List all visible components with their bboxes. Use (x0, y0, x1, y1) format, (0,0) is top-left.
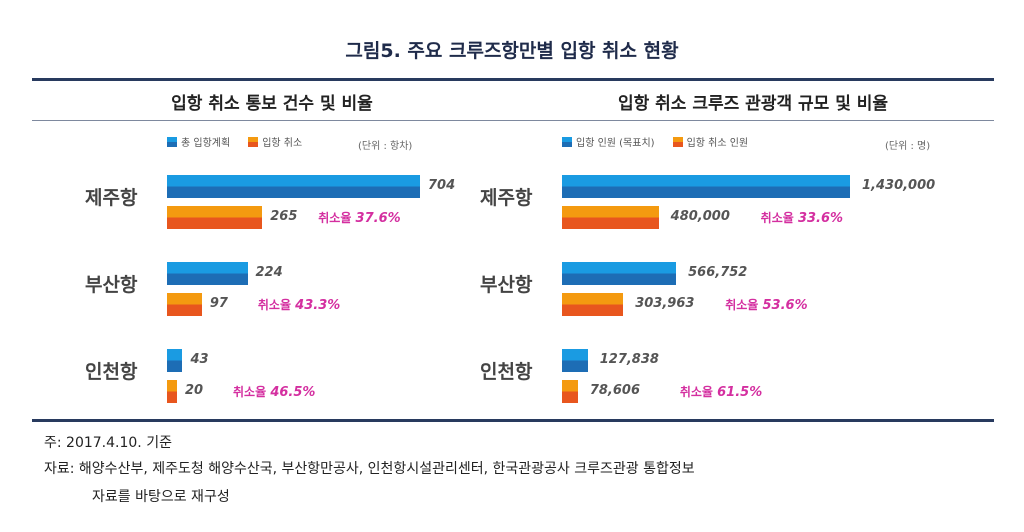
bar-cancel (562, 293, 624, 316)
legend-swatch (248, 136, 259, 147)
bar-total (562, 175, 850, 198)
category-label: 제주항 (480, 187, 533, 209)
note-source: 자료: 해양수산부, 제주도청 해양수산국, 부산항만공사, 인천항시설관리센터… (44, 461, 695, 477)
rate-value: 37.6% (355, 211, 401, 226)
unit-label: (단위 : 명) (885, 141, 931, 152)
rate-prefix: 취소율 (233, 385, 267, 399)
cancel-rate: 취소율 37.6% (318, 209, 400, 226)
legend-swatch (167, 136, 177, 147)
rate-value: 61.5% (717, 385, 763, 400)
cancel-rate: 취소율 61.5% (680, 383, 762, 400)
note-date: 주: 2017.4.10. 기준 (44, 435, 172, 451)
value-label: 20 (185, 383, 204, 398)
category-label: 인천항 (85, 361, 138, 383)
rate-prefix: 취소율 (725, 298, 759, 312)
rate-prefix: 취소율 (760, 211, 794, 225)
bar-cancel (167, 293, 202, 316)
category-label: 부산항 (480, 274, 533, 296)
value-label: 303,963 (635, 296, 695, 311)
rate-value: 43.3% (295, 298, 341, 313)
cancel-rate: 취소율 53.6% (725, 296, 807, 313)
category-label: 인천항 (480, 361, 533, 383)
rate-value: 46.5% (270, 385, 316, 400)
legend-swatch (562, 136, 572, 147)
cancel-rate: 취소율 46.5% (233, 383, 315, 400)
value-label: 566,752 (688, 265, 748, 280)
sub-rule (32, 120, 994, 121)
top-rule (32, 78, 994, 81)
bottom-rule (32, 419, 994, 422)
value-label: 265 (270, 209, 298, 224)
bar-cancel (167, 380, 177, 403)
legend: 입항 인원 (목표치) 입항 취소 인원 (562, 134, 762, 149)
rate-prefix: 취소율 (318, 211, 352, 225)
bar-total (562, 349, 588, 372)
rate-prefix: 취소율 (679, 385, 713, 399)
bar-cancel (562, 380, 578, 403)
value-label: 480,000 (670, 209, 730, 224)
bar-total (167, 175, 420, 198)
unit-label: (단위 : 항차) (358, 141, 413, 152)
legend: 총 입항계획 입항 취소 (167, 134, 316, 149)
rate-value: 33.6% (797, 211, 844, 226)
figure-title: 그림5. 주요 크루즈항만별 입항 취소 현황 (345, 40, 679, 62)
note-source-cont: 자료를 바탕으로 재구성 (92, 489, 230, 505)
chart-title: 입항 취소 통보 건수 및 비율 (171, 94, 373, 114)
category-label: 제주항 (85, 187, 138, 209)
category-label: 부산항 (85, 274, 138, 296)
legend-label: 입항 인원 (목표치) (576, 138, 655, 149)
bar-total (167, 349, 183, 372)
legend-label: 입항 취소 인원 (686, 138, 749, 149)
rate-value: 53.6% (762, 298, 808, 313)
cancel-rate: 취소율 43.3% (258, 296, 340, 313)
rate-prefix: 취소율 (257, 298, 291, 312)
bar-cancel (562, 206, 659, 229)
chart-title: 입항 취소 크루즈 관광객 규모 및 비율 (617, 94, 889, 114)
value-label: 127,838 (599, 352, 659, 367)
bar-cancel (167, 206, 263, 229)
legend-swatch (672, 136, 683, 147)
value-label: 1,430,000 (862, 178, 936, 193)
legend-label: 총 입항계획 (181, 138, 231, 149)
value-label: 97 (209, 296, 228, 311)
bar-total (167, 262, 248, 285)
value-label: 43 (190, 352, 209, 367)
bar-total (562, 262, 677, 285)
value-label: 704 (428, 178, 456, 193)
legend-label: 입항 취소 (262, 138, 303, 149)
value-label: 224 (255, 265, 283, 280)
cancel-rate: 취소율 33.6% (761, 209, 843, 226)
value-label: 78,606 (589, 383, 640, 398)
